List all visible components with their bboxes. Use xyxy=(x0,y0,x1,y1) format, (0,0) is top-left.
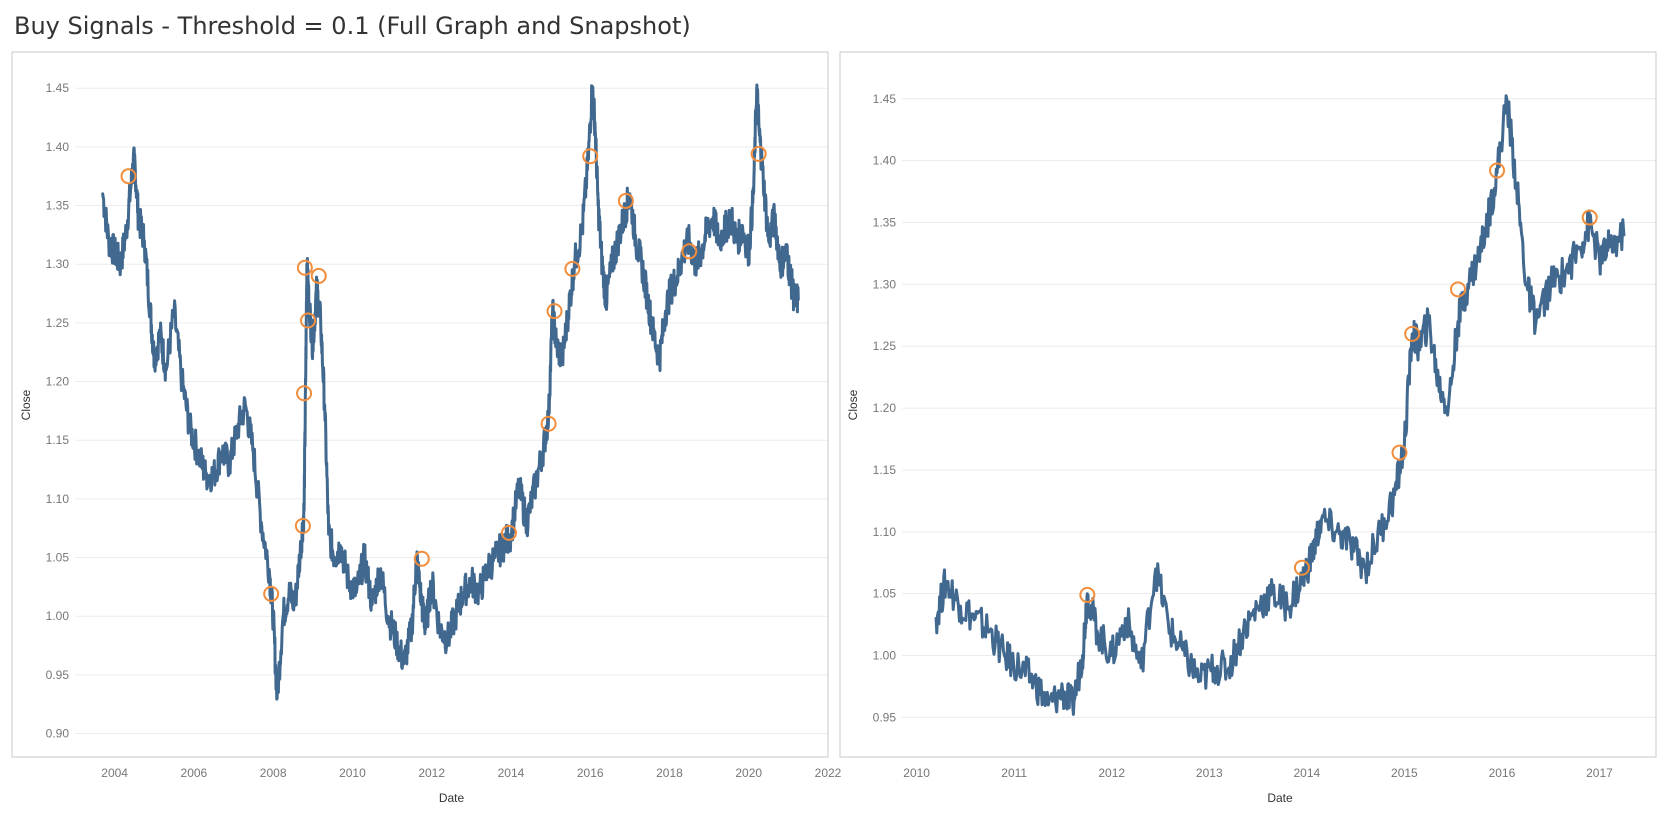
x-tick-label: 2015 xyxy=(1391,766,1418,780)
buy-signal-marker[interactable] xyxy=(1581,209,1598,226)
x-tick-label: 2008 xyxy=(260,766,287,780)
buy-signal-marker[interactable] xyxy=(1391,444,1408,461)
y-tick-label: 0.90 xyxy=(46,727,70,741)
plot-frame xyxy=(839,51,1657,758)
buy-signal-marker[interactable] xyxy=(1450,281,1467,298)
x-tick-label: 2018 xyxy=(656,766,683,780)
y-tick-label: 1.10 xyxy=(46,492,70,506)
x-tick-label: 2016 xyxy=(1489,766,1516,780)
y-axis-label: Close xyxy=(19,389,33,420)
plot-frame xyxy=(11,51,829,758)
y-tick-label: 1.20 xyxy=(46,375,70,389)
buy-signal-marker[interactable] xyxy=(564,260,581,277)
buy-signal-marker[interactable] xyxy=(582,148,599,165)
y-tick-label: 1.10 xyxy=(873,525,897,539)
y-tick-label: 1.20 xyxy=(873,401,897,415)
y-tick-label: 1.40 xyxy=(873,154,897,168)
x-tick-label: 2013 xyxy=(1196,766,1223,780)
buy-signal-marker[interactable] xyxy=(681,243,698,260)
buy-signal-marker[interactable] xyxy=(300,312,317,329)
buy-signal-marker[interactable] xyxy=(263,585,280,602)
x-tick-label: 2010 xyxy=(339,766,366,780)
y-axis-label: Close xyxy=(846,389,860,420)
buy-signal-marker[interactable] xyxy=(120,168,137,185)
y-tick-label: 1.25 xyxy=(46,316,70,330)
y-tick-label: 1.00 xyxy=(46,609,70,623)
buy-signal-marker[interactable] xyxy=(1489,162,1506,179)
x-tick-label: 2006 xyxy=(181,766,208,780)
x-tick-label: 2010 xyxy=(903,766,930,780)
x-tick-label: 2022 xyxy=(815,766,842,780)
y-tick-label: 1.15 xyxy=(873,463,897,477)
buy-signal-marker[interactable] xyxy=(1404,325,1421,342)
chart-panel-2: 0.95 1.00 1.05 1.10 1.15 1.20 1.25 1.30 1.35 1.40… xyxy=(839,51,1657,805)
buy-signal-marker[interactable] xyxy=(310,267,327,284)
buy-signal-marker[interactable] xyxy=(540,415,557,432)
y-tick-label: 1.45 xyxy=(46,81,70,95)
buy-signal-marker[interactable] xyxy=(617,192,634,209)
y-tick-label: 1.30 xyxy=(873,277,897,291)
x-tick-label: 2004 xyxy=(101,766,128,780)
close-series-line xyxy=(101,83,800,701)
x-tick-label: 2016 xyxy=(577,766,604,780)
y-tick-label: 1.30 xyxy=(46,257,70,271)
x-axis-label: Date xyxy=(1267,791,1293,805)
x-tick-label: 2020 xyxy=(735,766,762,780)
x-axis-label: Date xyxy=(439,791,465,805)
y-tick-label: 1.40 xyxy=(46,140,70,154)
y-tick-label: 1.35 xyxy=(873,216,897,230)
buy-signal-marker[interactable] xyxy=(413,550,430,567)
y-tick-label: 1.05 xyxy=(873,587,897,601)
y-tick-label: 1.15 xyxy=(46,433,70,447)
x-tick-label: 2014 xyxy=(498,766,525,780)
buy-signal-marker[interactable] xyxy=(500,524,517,541)
y-tick-label: 1.00 xyxy=(873,649,897,663)
y-tick-label: 0.95 xyxy=(873,710,897,724)
x-tick-label: 2011 xyxy=(1001,766,1027,780)
buy-signal-marker[interactable] xyxy=(1079,586,1096,603)
buy-signal-marker[interactable] xyxy=(296,259,313,276)
y-tick-label: 0.95 xyxy=(46,668,70,682)
y-tick-label: 1.25 xyxy=(873,339,897,353)
x-tick-label: 2014 xyxy=(1293,766,1320,780)
buy-signal-marker[interactable] xyxy=(296,385,313,402)
close-series-line xyxy=(934,94,1626,716)
y-tick-label: 1.45 xyxy=(873,92,897,106)
y-tick-label: 1.35 xyxy=(46,199,70,213)
buy-signal-marker[interactable] xyxy=(294,517,311,534)
x-tick-label: 2017 xyxy=(1586,766,1613,780)
y-tick-label: 1.05 xyxy=(46,551,70,565)
chart-title: Buy Signals - Threshold = 0.1 (Full Grap… xyxy=(14,12,691,40)
chart-panel-1: 0.90 0.95 1.00 1.05 1.10 1.15 1.20 1.25 1.30 1.35… xyxy=(11,51,842,805)
x-tick-label: 2012 xyxy=(418,766,445,780)
buy-signal-marker[interactable] xyxy=(750,145,767,162)
x-tick-label: 2012 xyxy=(1098,766,1125,780)
buy-signal-marker[interactable] xyxy=(546,303,563,320)
buy-signal-marker[interactable] xyxy=(1293,559,1310,576)
